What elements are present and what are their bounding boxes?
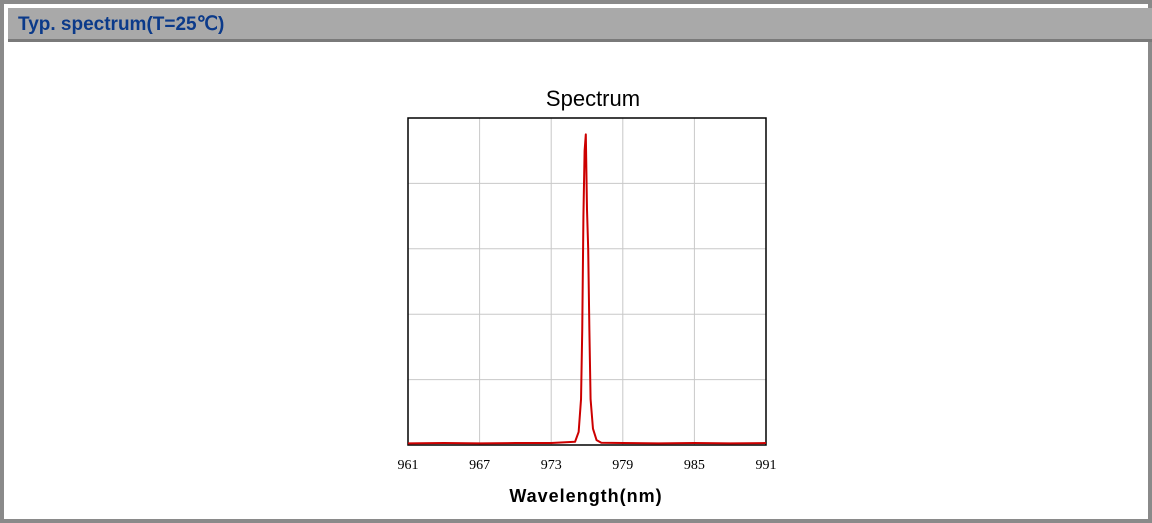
plot-frame — [407, 117, 767, 446]
x-tick-label: 985 — [684, 458, 705, 473]
x-tick-label: 961 — [398, 458, 419, 473]
section-title: Typ. spectrum(T=25℃) — [18, 14, 225, 35]
x-tick-label: 973 — [541, 458, 562, 473]
spectrum-series — [407, 133, 767, 445]
spectrum-chart: Spectrum 961 967 973 979 985 991 Wavelength(n… — [379, 64, 783, 508]
x-tick-labels: 961 967 973 979 985 991 — [398, 458, 777, 473]
section-header: Typ. spectrum(T=25℃) — [8, 8, 1152, 42]
spectrum-line-0 — [407, 133, 767, 445]
x-axis-label: Wavelength(nm) — [509, 486, 662, 506]
spectrum-chart-svg: Spectrum 961 967 973 979 985 991 Wavelength(n… — [398, 86, 777, 506]
x-tick-label: 979 — [612, 458, 633, 473]
chart-title: Spectrum — [546, 86, 640, 111]
plot-border — [407, 117, 767, 446]
x-tick-label: 967 — [469, 458, 490, 473]
x-tick-label: 991 — [756, 458, 777, 473]
